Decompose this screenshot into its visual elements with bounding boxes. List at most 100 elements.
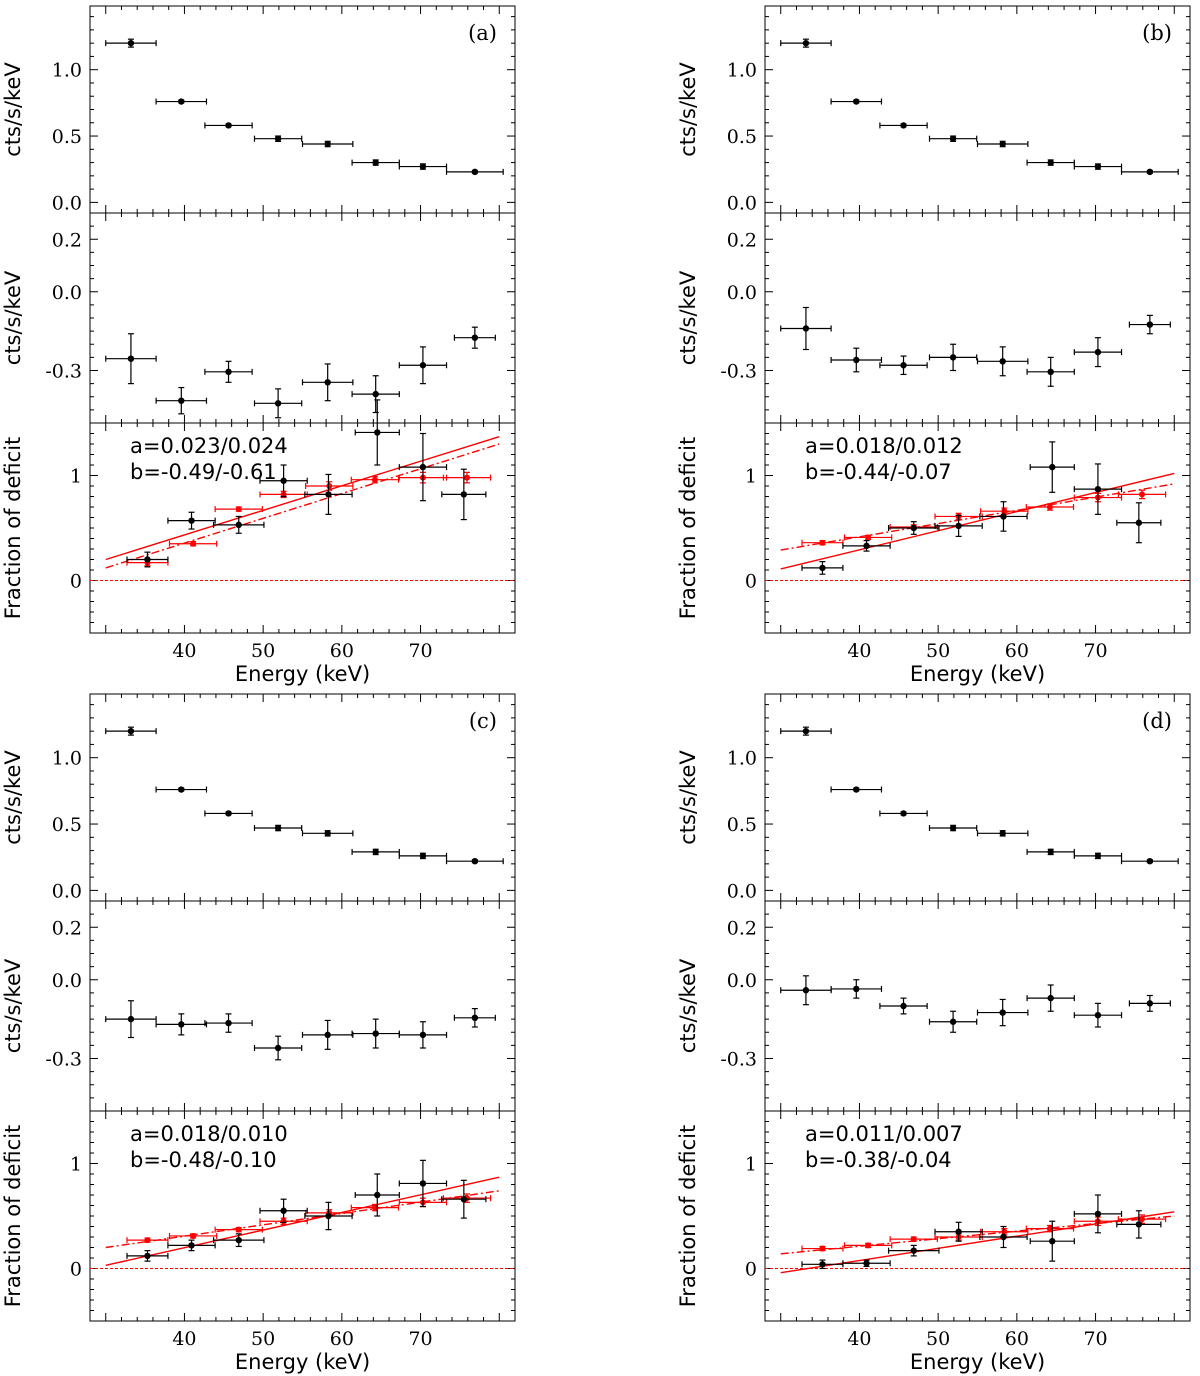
black-data-point-marker (374, 1191, 381, 1199)
residual-data-point (105, 333, 157, 385)
fit-line-solid (105, 435, 500, 561)
residual-frame (764, 212, 1191, 424)
y-tick-label: 1 (70, 1154, 82, 1176)
spectrum-data-point (301, 830, 354, 837)
black-data-point (887, 521, 940, 535)
fit-annotation: a=0.018/0.012 (805, 434, 963, 458)
black-data-point (842, 1259, 891, 1268)
y-tick-label: 0.0 (727, 192, 757, 214)
panel-label: (b) (1142, 21, 1172, 45)
black-data-point (259, 1198, 308, 1223)
y-tick-label: 0.0 (52, 880, 82, 902)
panel-fraction: 0 1 Fraction of deficit a=0.011/0.007b=-0.3… (676, 1110, 1191, 1374)
residual-data-point-marker (274, 1044, 282, 1052)
residual-data-point-marker (999, 358, 1006, 365)
black-data-point (304, 1201, 353, 1231)
y-tick-label: 0.2 (52, 229, 82, 251)
black-data-point-marker (910, 1247, 917, 1254)
y-tick-label: -0.3 (720, 361, 757, 383)
y-tick-label: 0.0 (727, 970, 757, 992)
black-data-point-marker (863, 1260, 870, 1267)
spectrum-data-point-marker (274, 824, 282, 832)
y-tick-label: 1 (745, 466, 757, 488)
residual-data-point-marker (178, 397, 185, 404)
spectrum-data-point (1073, 163, 1123, 170)
y-tick-label: 1.0 (52, 60, 82, 82)
residual-data-point-marker (1146, 321, 1154, 328)
residual-data-point-marker (1094, 1011, 1102, 1019)
black-data-point-marker (955, 1228, 962, 1235)
spectrum-data-point (105, 726, 157, 736)
spectrum-data-point-marker (127, 39, 135, 47)
spectrum-data-point (445, 857, 504, 865)
residual-data-point-marker (372, 390, 379, 398)
residual-data-point (1128, 994, 1171, 1012)
residual-data-point (780, 975, 832, 1006)
y-tick-label: 0.2 (52, 917, 82, 939)
residual-data-point (301, 1019, 354, 1050)
red-data-point (801, 1245, 844, 1252)
black-data-point (1073, 463, 1123, 515)
black-data-point-marker (460, 491, 468, 498)
y-tick-label: 0.2 (727, 229, 757, 251)
black-data-point (126, 1250, 169, 1262)
residual-data-point (204, 1013, 253, 1033)
black-data-point-marker (819, 564, 826, 572)
subfigure-3: 0.0 0.5 1.0 cts/s/keV (d) 0.2 0.0 -0.3 cts/s/keV… (676, 693, 1191, 1374)
y-tick-label: 0.0 (52, 192, 82, 214)
spectrum-data-point (398, 852, 448, 860)
spectrum-data-point-marker (225, 810, 232, 817)
y-tick-label: 0.5 (52, 126, 82, 148)
black-data-point (842, 539, 891, 552)
x-tick-label: 70 (408, 1328, 432, 1350)
y-tick-label: -0.3 (720, 1049, 757, 1071)
black-data-point (979, 1225, 1028, 1249)
spectrum-data-point (1026, 848, 1075, 856)
residual-data-point-marker (900, 1002, 907, 1010)
spectrum-data-point (1120, 857, 1179, 865)
panel-label: (a) (468, 21, 497, 45)
red-data-point (843, 1242, 893, 1249)
black-data-point (1073, 1194, 1123, 1234)
spectrum-data-point-marker (999, 140, 1006, 148)
residual-data-point-marker (419, 1031, 427, 1039)
black-data-point-marker (235, 521, 242, 529)
spectrum-data-point (155, 786, 208, 793)
residual-data-point (1073, 337, 1123, 368)
black-data-point-marker (374, 429, 381, 436)
black-data-point-marker (188, 1242, 195, 1249)
x-tick-label: 50 (926, 1328, 950, 1350)
x-tick-label: 60 (330, 1328, 354, 1350)
fit-line-dashed (105, 1190, 500, 1249)
residual-data-point (453, 326, 496, 349)
red-data-point-marker (371, 1204, 378, 1211)
panel-spectrum: 0.0 0.5 1.0 cts/s/keV (c) (1, 693, 516, 902)
red-data-point-marker (371, 476, 378, 483)
residual-data-point (301, 363, 354, 402)
red-data-point (1117, 489, 1167, 500)
y-axis-label: Fraction of deficit (676, 1125, 700, 1308)
y-axis-label: Fraction of deficit (676, 437, 700, 620)
residual-data-point (204, 360, 253, 383)
spectrum-data-point-marker (225, 122, 232, 129)
black-data-point (398, 1159, 448, 1208)
y-tick-label: 1.0 (52, 748, 82, 770)
red-data-point (442, 471, 492, 484)
red-data-point (350, 475, 400, 484)
black-data-point (212, 515, 265, 534)
black-data-point-marker (819, 1261, 826, 1268)
residual-data-point-marker (225, 1019, 232, 1027)
spectrum-data-point (780, 726, 832, 736)
fit-annotation: a=0.023/0.024 (130, 434, 288, 458)
residual-data-point (155, 1013, 208, 1036)
black-data-point (801, 560, 844, 575)
spectrum-data-point (976, 140, 1029, 148)
red-data-point (168, 1232, 218, 1239)
black-data-point (934, 514, 983, 538)
y-axis-label: Fraction of deficit (1, 1125, 25, 1308)
residual-data-point (253, 1035, 303, 1061)
residual-data-point-marker (419, 362, 427, 369)
subfigure-0: 0.0 0.5 1.0 cts/s/keV (a) 0.2 0.0 -0.3 cts/s/keV… (1, 5, 516, 686)
x-axis-label: Energy (keV) (910, 662, 1045, 686)
black-data-point-marker (325, 491, 332, 498)
